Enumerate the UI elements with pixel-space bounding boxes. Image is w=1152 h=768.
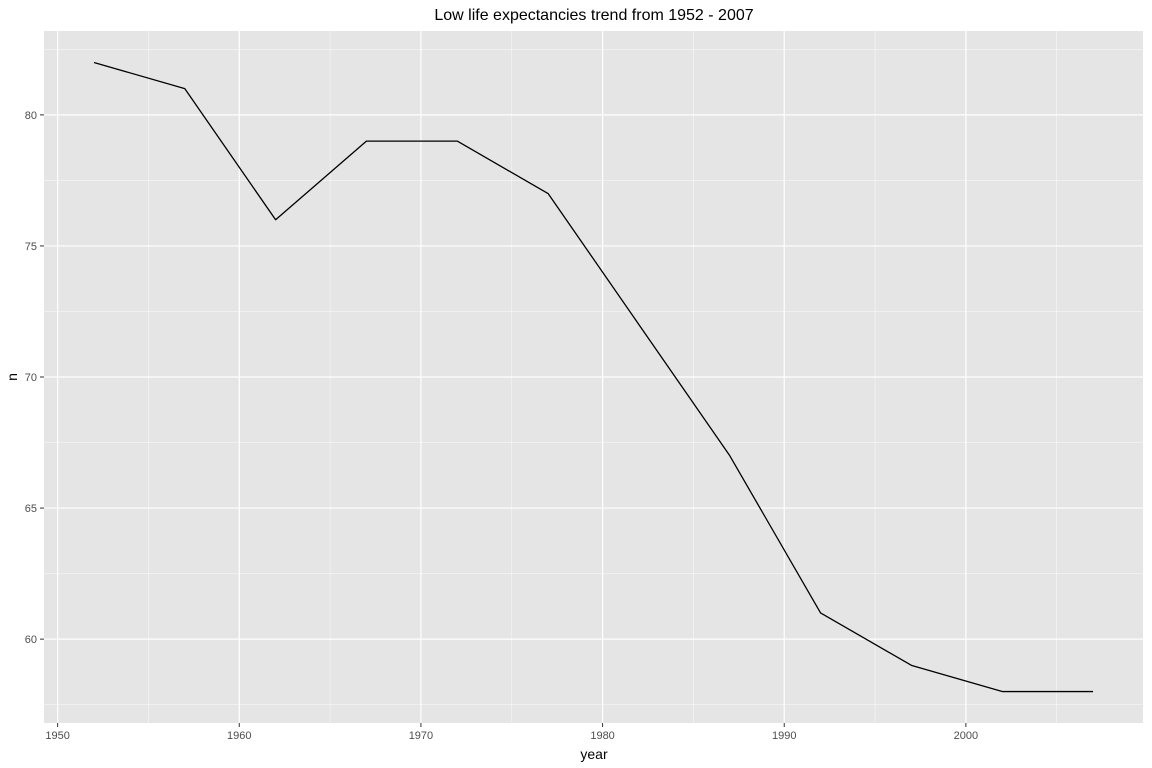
x-axis-title: year bbox=[580, 746, 608, 762]
series-layer bbox=[93, 61, 1094, 693]
y-tick-label: 60 bbox=[25, 634, 37, 646]
x-tick-label: 2000 bbox=[954, 730, 978, 742]
y-axis-title: n bbox=[4, 373, 20, 381]
x-tick-label: 1960 bbox=[227, 730, 251, 742]
data-point bbox=[274, 219, 276, 221]
data-point bbox=[547, 192, 549, 194]
chart-title: Low life expectancies trend from 1952 - … bbox=[434, 7, 753, 24]
x-tick-label: 1950 bbox=[45, 730, 69, 742]
major-gridlines bbox=[44, 31, 1143, 723]
data-point bbox=[638, 323, 640, 325]
data-point bbox=[1092, 690, 1094, 692]
y-tick-label: 70 bbox=[25, 372, 37, 384]
data-point bbox=[184, 87, 186, 89]
y-tick-label: 75 bbox=[25, 241, 37, 253]
data-point bbox=[456, 140, 458, 142]
y-tick-label: 65 bbox=[25, 503, 37, 515]
data-point bbox=[910, 664, 912, 666]
data-point bbox=[729, 454, 731, 456]
x-tick-label: 1980 bbox=[590, 730, 614, 742]
data-point bbox=[365, 140, 367, 142]
y-tick-label: 80 bbox=[25, 110, 37, 122]
y-axis: 60 65 70 75 80 bbox=[25, 110, 44, 646]
x-tick-label: 1970 bbox=[409, 730, 433, 742]
series-line bbox=[93, 61, 1094, 693]
x-tick-label: 1990 bbox=[772, 730, 796, 742]
data-point bbox=[819, 612, 821, 614]
data-point bbox=[93, 61, 95, 63]
x-axis: 1950 1960 1970 1980 1990 2000 bbox=[45, 723, 978, 742]
data-point bbox=[1001, 690, 1003, 692]
